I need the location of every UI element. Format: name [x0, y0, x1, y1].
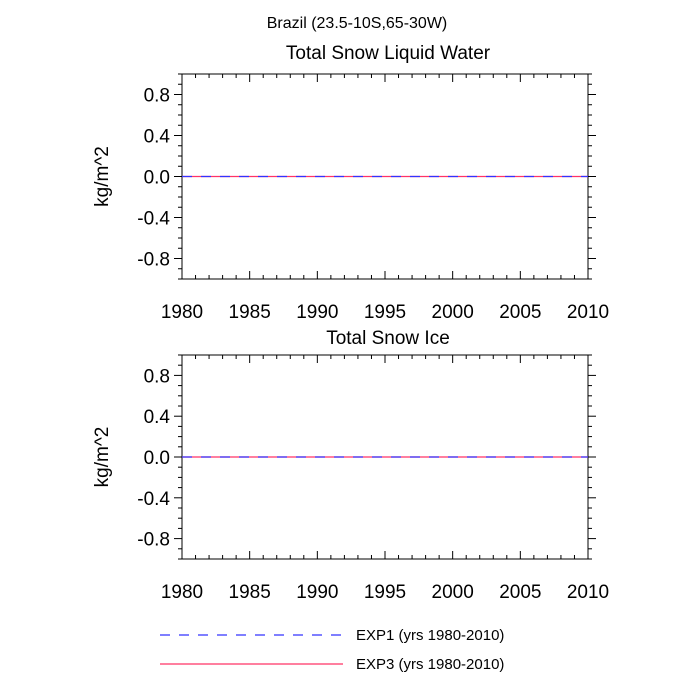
legend: EXP1 (yrs 1980-2010) EXP3 (yrs 1980-2010): [160, 627, 504, 673]
panel-title: Total Snow Liquid Water: [286, 43, 491, 64]
y-tick-label: 0.0: [144, 448, 170, 469]
x-tick-label: 1980: [161, 302, 203, 323]
x-tick-label: 1985: [229, 302, 271, 323]
y-tick-label: -0.4: [137, 209, 170, 230]
panel-title: Total Snow Ice: [326, 328, 450, 349]
x-tick-label: 2005: [499, 302, 541, 323]
x-tick-label: 2005: [499, 582, 541, 603]
y-tick-label: -0.4: [137, 489, 170, 510]
y-tick-label: -0.8: [137, 530, 170, 551]
legend-label: EXP3 (yrs 1980-2010): [356, 656, 504, 673]
x-tick-label: 1995: [364, 302, 406, 323]
panel-2: Total Snow Ice kg/m^2 1980 1985 1990 1995 2000…: [92, 328, 609, 603]
x-tick-label: 1990: [296, 302, 338, 323]
y-axis-label: kg/m^2: [92, 427, 113, 488]
x-tick-label: 2000: [432, 582, 474, 603]
y-tick-label: 0.8: [144, 366, 170, 387]
legend-label: EXP1 (yrs 1980-2010): [356, 627, 504, 644]
main-title: Brazil (23.5-10S,65-30W): [267, 15, 448, 32]
x-tick-label: 1980: [161, 582, 203, 603]
panel-1: Total Snow Liquid Water kg/m^2 1980 1985 199…: [92, 43, 609, 323]
y-axis-label: kg/m^2: [92, 146, 113, 207]
x-tick-label: 2010: [567, 582, 609, 603]
x-tick-label: 2000: [432, 302, 474, 323]
x-tick-label: 1985: [229, 582, 271, 603]
y-tick-label: 0.0: [144, 168, 170, 189]
y-tick-label: 0.8: [144, 86, 170, 107]
y-tick-label: 0.4: [144, 127, 171, 148]
x-tick-label: 1990: [296, 582, 338, 603]
x-tick-label: 1995: [364, 582, 406, 603]
x-tick-label: 2010: [567, 302, 609, 323]
y-tick-label: 0.4: [144, 407, 171, 428]
y-tick-label: -0.8: [137, 250, 170, 271]
